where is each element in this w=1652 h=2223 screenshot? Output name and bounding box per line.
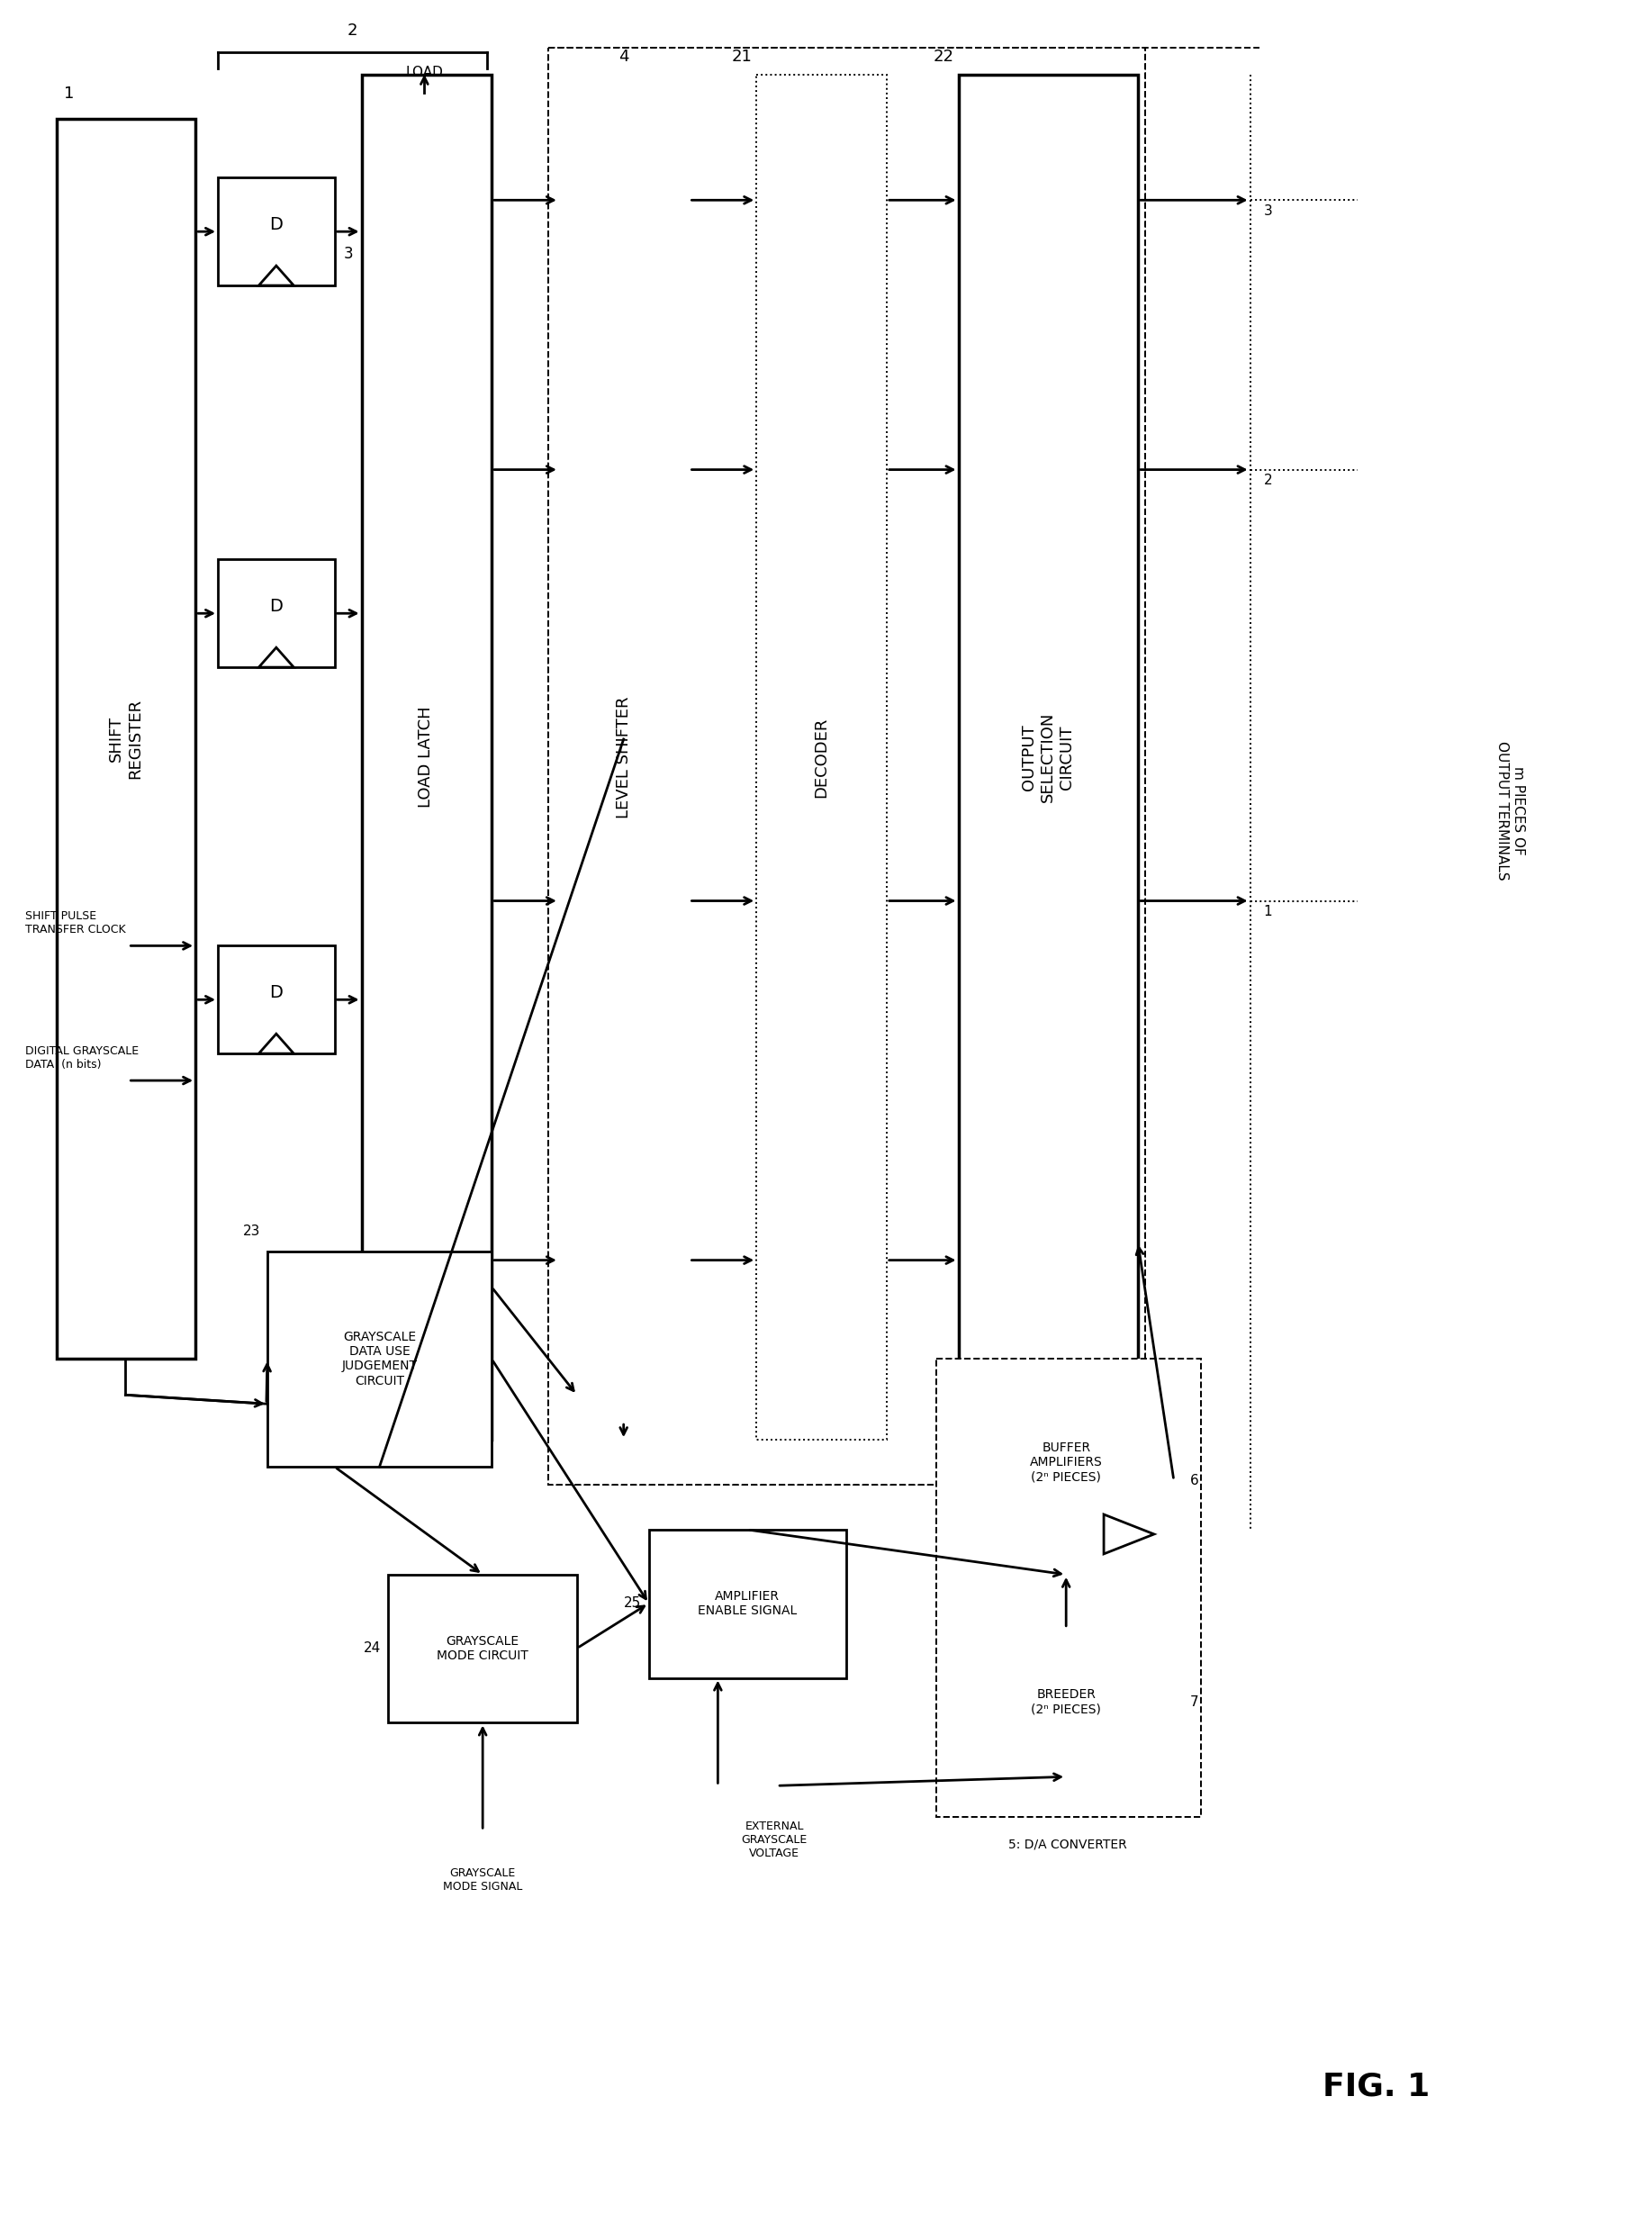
Text: 2: 2 — [347, 22, 358, 38]
Text: 4: 4 — [618, 49, 629, 64]
Text: 6: 6 — [1189, 1474, 1199, 1487]
Text: LOAD: LOAD — [405, 64, 443, 78]
Bar — [218, 945, 335, 1054]
Text: D: D — [269, 985, 282, 1000]
Text: DECODER: DECODER — [813, 716, 829, 798]
Bar — [958, 1629, 1175, 1776]
Text: 7: 7 — [1189, 1696, 1199, 1709]
Bar — [558, 73, 689, 1441]
Bar — [268, 1252, 492, 1467]
Text: 24: 24 — [363, 1641, 382, 1654]
Text: 3: 3 — [1264, 205, 1272, 218]
Text: 23: 23 — [243, 1225, 259, 1238]
Text: D: D — [269, 216, 282, 233]
Text: BREEDER
(2ⁿ PIECES): BREEDER (2ⁿ PIECES) — [1031, 1689, 1102, 1716]
Bar — [362, 73, 492, 1441]
Text: LEVEL SHIFTER: LEVEL SHIFTER — [616, 696, 631, 818]
Text: FIG. 1: FIG. 1 — [1322, 2072, 1429, 2103]
Text: 21: 21 — [732, 49, 752, 64]
Text: GRAYSCALE
MODE CIRCUIT: GRAYSCALE MODE CIRCUIT — [436, 1634, 529, 1663]
Polygon shape — [259, 1034, 294, 1054]
Polygon shape — [259, 267, 294, 285]
Text: DIGITAL GRAYSCALE
DATA  (n bits): DIGITAL GRAYSCALE DATA (n bits) — [25, 1045, 139, 1071]
Text: AMPLIFIER
ENABLE SIGNAL: AMPLIFIER ENABLE SIGNAL — [697, 1589, 798, 1616]
Bar — [56, 120, 195, 1358]
Text: 5: D/A CONVERTER: 5: D/A CONVERTER — [1009, 1838, 1127, 1850]
Bar — [548, 47, 1145, 1485]
Bar — [388, 1574, 577, 1723]
Text: 3: 3 — [344, 247, 354, 262]
Text: D: D — [269, 598, 282, 616]
Text: 25: 25 — [624, 1596, 641, 1609]
Bar — [649, 1529, 846, 1678]
Text: OUTPUT
SELECTION
CIRCUIT: OUTPUT SELECTION CIRCUIT — [1021, 711, 1075, 803]
Polygon shape — [259, 647, 294, 667]
Text: 1: 1 — [1264, 905, 1272, 918]
Text: GRAYSCALE
DATA USE
JUDGEMENT
CIRCUIT: GRAYSCALE DATA USE JUDGEMENT CIRCUIT — [342, 1332, 418, 1387]
Text: EXTERNAL
GRAYSCALE
VOLTAGE: EXTERNAL GRAYSCALE VOLTAGE — [742, 1821, 808, 1858]
Text: GRAYSCALE
MODE SIGNAL: GRAYSCALE MODE SIGNAL — [443, 1867, 522, 1892]
Text: 22: 22 — [933, 49, 953, 64]
Bar — [218, 178, 335, 285]
Text: m PIECES OF
OUTPUT TERMINALS: m PIECES OF OUTPUT TERMINALS — [1495, 742, 1525, 880]
Text: SHIFT PULSE
TRANSFER CLOCK: SHIFT PULSE TRANSFER CLOCK — [25, 911, 126, 936]
Text: 2: 2 — [1264, 473, 1272, 487]
Bar — [958, 73, 1138, 1441]
Bar — [548, 47, 1145, 1485]
Bar — [958, 1385, 1175, 1574]
Polygon shape — [1104, 1514, 1155, 1554]
Text: SHIFT
REGISTER: SHIFT REGISTER — [107, 698, 144, 780]
Text: 1: 1 — [63, 84, 74, 102]
Text: LOAD LATCH: LOAD LATCH — [418, 707, 434, 807]
Text: BUFFER
AMPLIFIERS
(2ⁿ PIECES): BUFFER AMPLIFIERS (2ⁿ PIECES) — [1029, 1441, 1102, 1483]
Bar — [937, 1358, 1201, 1816]
Bar — [218, 560, 335, 667]
Bar — [757, 73, 887, 1441]
